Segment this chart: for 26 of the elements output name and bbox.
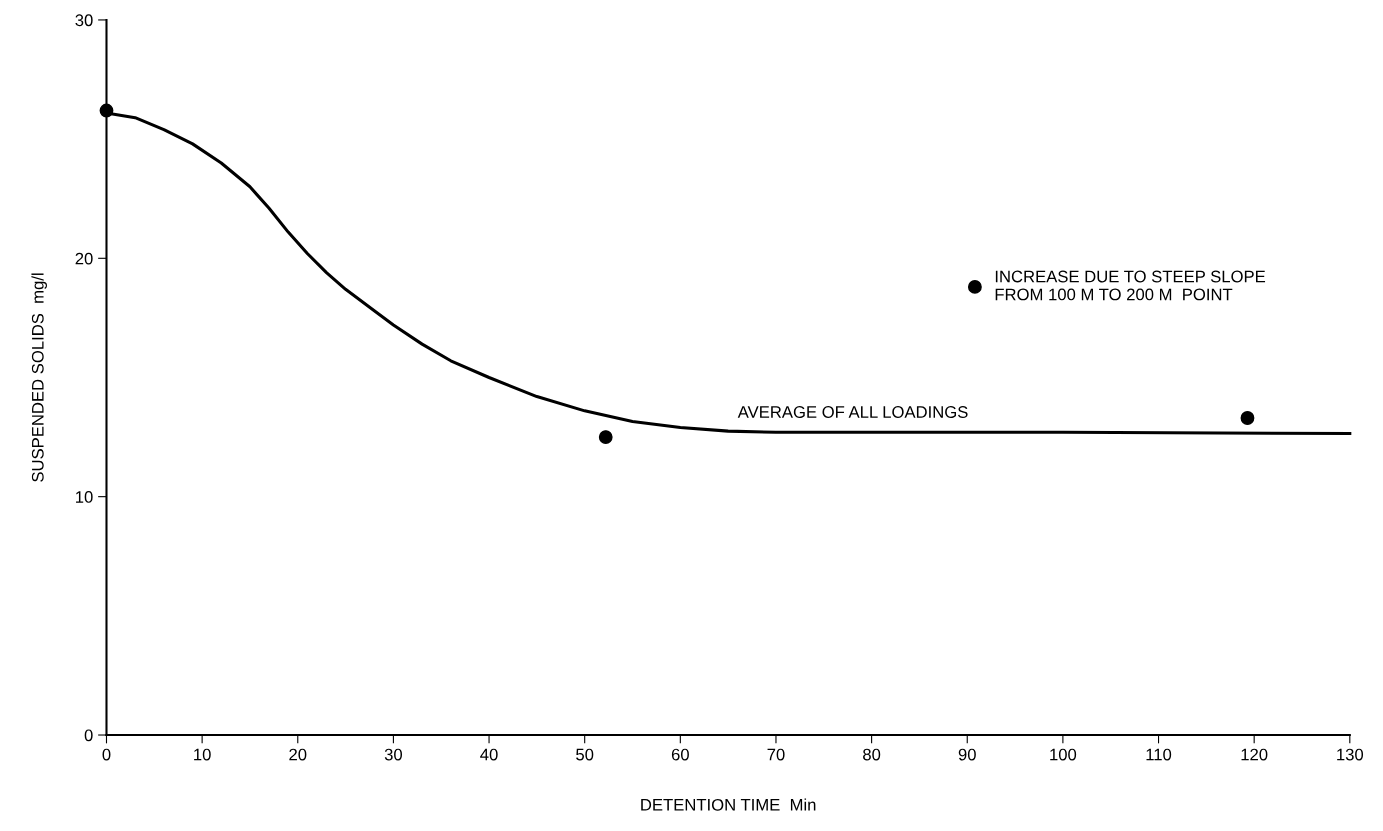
- y-tick-label: 0: [84, 729, 93, 742]
- x-tick-label: 90: [958, 748, 976, 761]
- point: [99, 103, 114, 118]
- x-axis-title: DETENTION TIME Min: [641, 798, 816, 811]
- x-tick-label: 0: [102, 748, 111, 761]
- x-tick-label: 70: [767, 748, 785, 761]
- annotation: INCREASE DUE TO STEEP SLOPE FROM 100 M TO 200 M POINT: [995, 270, 1266, 301]
- y-tick-label: 30: [75, 14, 93, 27]
- x-tick-label: 80: [863, 748, 881, 761]
- annotation: AVERAGE OF ALL LOADINGS: [737, 406, 968, 418]
- x-tick-label: 100: [1050, 748, 1077, 761]
- point: [967, 279, 982, 294]
- y-axis-title: SUSPENDED SOLIDS mg/l: [31, 273, 47, 482]
- x-tick-label: 60: [671, 748, 689, 761]
- x-tick-label: 10: [194, 748, 211, 761]
- y-tick-label: 20: [75, 252, 93, 265]
- x-tick-label: 30: [384, 748, 403, 761]
- x-tick-label: 110: [1146, 748, 1172, 761]
- x-tick-label: 50: [576, 748, 594, 761]
- x-tick-label: 20: [289, 748, 307, 761]
- x-tick-label: 120: [1241, 748, 1268, 761]
- x-tick-label: 40: [480, 748, 498, 761]
- y-tick-label: 10: [76, 491, 93, 503]
- point: [1240, 411, 1255, 425]
- point: [598, 430, 613, 444]
- x-tick-label: 130: [1337, 748, 1364, 761]
